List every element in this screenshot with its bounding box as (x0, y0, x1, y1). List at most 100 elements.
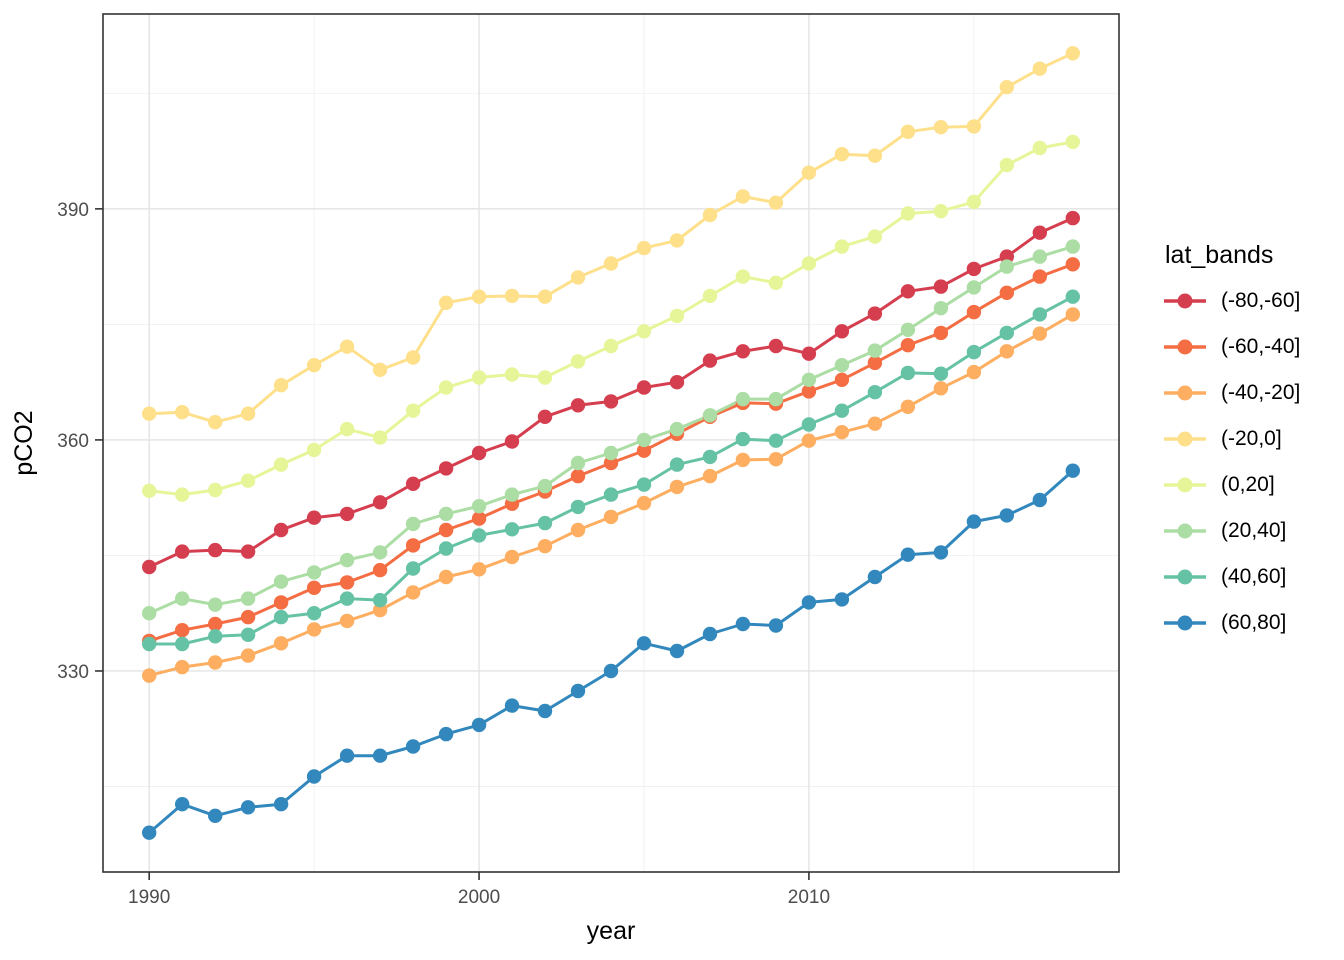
series-point-(0,20] (570, 354, 586, 369)
legend-key-icon (1164, 523, 1206, 539)
series-point-(40,60] (405, 561, 421, 576)
series-point-(60,80] (834, 592, 850, 607)
series-point-(40,60] (900, 365, 916, 381)
series-point-(40,60] (669, 457, 685, 472)
series-point-(40,60] (735, 431, 751, 447)
series-point-(-60,-40] (240, 609, 256, 625)
series-point-(-20,0] (570, 270, 586, 285)
series-point-(40,60] (471, 528, 487, 543)
series-point-(-20,0] (438, 295, 454, 310)
series-point-(0,20] (1065, 134, 1081, 150)
x-axis-title: year (587, 917, 636, 945)
series-point-(-20,0] (735, 189, 751, 204)
series-point-(-80,-60] (669, 375, 685, 390)
series-point-(20,40] (471, 499, 487, 514)
series-point-(20,40] (208, 597, 223, 612)
series-point-(-20,0] (504, 288, 520, 304)
series-point-(-40,-20] (603, 509, 619, 525)
series-point-(-80,-60] (240, 544, 256, 559)
series-point-(-80,-60] (438, 461, 454, 476)
legend-key-icon (1164, 477, 1206, 493)
series-point-(-20,0] (175, 405, 190, 420)
series-point-(40,60] (372, 592, 388, 608)
series-point-(-40,-20] (306, 622, 322, 637)
series-point-(-40,-20] (801, 433, 817, 448)
series-point-(20,40] (306, 565, 322, 580)
series-point-(-60,-40] (1065, 257, 1081, 272)
series-point-(60,80] (1065, 463, 1081, 478)
series-point-(-40,-20] (768, 452, 784, 467)
series-point-(-60,-40] (966, 304, 982, 320)
series-point-(60,80] (405, 739, 421, 754)
series-point-(-40,-20] (142, 668, 157, 683)
series-point-(-40,-20] (339, 613, 355, 629)
series-point-(40,60] (702, 449, 718, 465)
series-point-(-20,0] (636, 240, 652, 256)
series-point-(-80,-60] (966, 261, 982, 277)
series-point-(60,80] (537, 703, 553, 719)
series-point-(20,40] (405, 516, 421, 532)
series-point-(60,80] (702, 626, 718, 642)
series-point-(60,80] (1032, 492, 1048, 508)
series-point-(0,20] (702, 288, 718, 304)
legend-items: (-80,-60] (-60,-40] (-40,-20] (-20,0] (0,20]… (1163, 286, 1300, 654)
series-point-(-80,-60] (933, 279, 949, 294)
series-point-(-80,-60] (1032, 225, 1048, 240)
series-point-(60,80] (240, 800, 256, 815)
series-point-(-60,-40] (1032, 269, 1048, 284)
series-point-(-40,-20] (900, 399, 916, 414)
series-point-(0,20] (867, 229, 883, 244)
legend-label: (-80,-60] (1221, 289, 1301, 312)
series-point-(-60,-40] (636, 443, 652, 458)
series-point-(-40,-20] (372, 602, 388, 618)
series-point-(60,80] (142, 825, 157, 840)
series-point-(-40,-20] (405, 585, 421, 600)
series-point-(60,80] (669, 643, 685, 659)
series-point-(60,80] (768, 618, 784, 633)
series-point-(-20,0] (834, 147, 850, 162)
series-point-(-80,-60] (603, 394, 619, 409)
series-point-(60,80] (372, 748, 388, 763)
series-line-(0,20] (147, 140, 1075, 497)
series-point-(-40,-20] (1032, 326, 1048, 341)
series-point-(-80,-60] (273, 522, 289, 538)
series-point-(-40,-20] (669, 479, 685, 495)
series-point-(40,60] (208, 629, 223, 644)
series-line-(20,40] (147, 245, 1075, 615)
series-point-(-60,-40] (471, 511, 487, 526)
series-point-(-80,-60] (900, 284, 916, 299)
series-point-(-80,-60] (405, 476, 421, 491)
series-point-(-40,-20] (636, 495, 652, 511)
series-point-(-80,-60] (768, 338, 784, 354)
x-tick-label: 2010 (788, 887, 830, 908)
y-tick-label: 330 (57, 662, 89, 683)
series-lines (147, 51, 1075, 835)
series-point-(40,60] (273, 609, 289, 625)
series-point-(40,60] (570, 499, 586, 515)
series-point-(60,80] (636, 636, 652, 651)
series-point-(40,60] (636, 477, 652, 492)
series-point-(20,40] (867, 343, 883, 358)
series-point-(-20,0] (208, 415, 223, 430)
series-point-(-20,0] (273, 378, 289, 393)
series-point-(40,60] (142, 636, 157, 652)
series-point-(60,80] (504, 698, 520, 713)
series-point-(-40,-20] (471, 562, 487, 577)
series-point-(60,80] (471, 717, 487, 733)
series-point-(-80,-60] (175, 544, 190, 559)
series-point-(-60,-40] (570, 468, 586, 484)
series-point-(20,40] (834, 358, 850, 373)
series-point-(-40,-20] (208, 655, 223, 670)
series-point-(-40,-20] (273, 636, 289, 651)
series-point-(-20,0] (702, 207, 718, 223)
series-point-(-80,-60] (339, 506, 355, 522)
series-point-(-40,-20] (438, 569, 454, 585)
series-point-(60,80] (175, 797, 190, 812)
series-point-(20,40] (735, 391, 751, 407)
legend-key-icon (1164, 569, 1206, 585)
series-point-(-60,-40] (273, 595, 289, 610)
series-point-(40,60] (306, 606, 322, 621)
series-point-(40,60] (867, 385, 883, 400)
